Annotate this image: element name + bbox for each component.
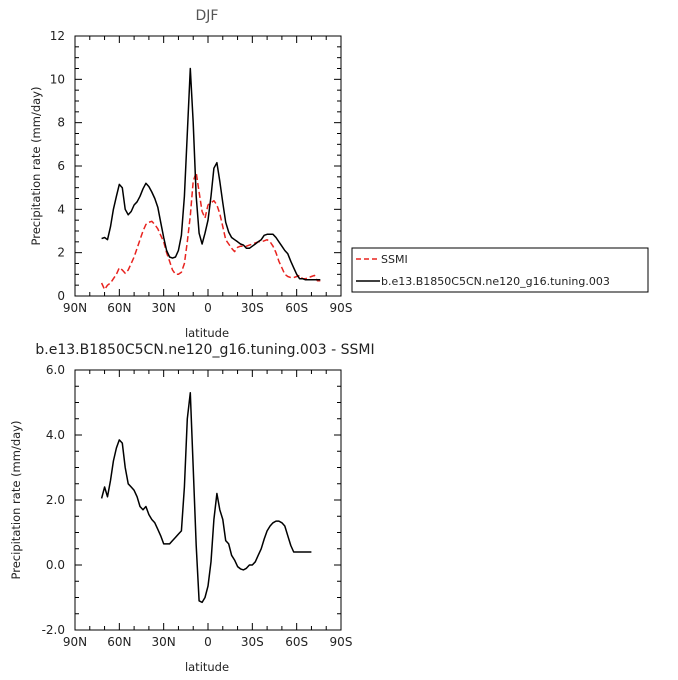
x-tick-label: 60N — [107, 301, 131, 315]
x-tick-label: 30N — [152, 301, 176, 315]
y-tick-label: 8 — [57, 116, 65, 130]
legend-label-ssmi: SSMI — [381, 253, 408, 266]
x-tick-label: 30S — [241, 301, 264, 315]
legend-box — [351, 247, 649, 293]
y-tick-label: 0 — [57, 289, 65, 303]
x-tick-label: 60N — [107, 635, 131, 649]
bottom-panel: b.e13.B1850C5CN.ne120_g16.tuning.003 - S… — [9, 342, 375, 674]
top-panel-title: DJF — [196, 8, 219, 24]
top-panel-xlabel: latitude — [185, 326, 229, 340]
series-line-ssmi — [100, 171, 321, 291]
y-tick-label: 6 — [57, 159, 65, 173]
plot-frame — [74, 35, 342, 297]
x-tick-label: 90S — [330, 635, 353, 649]
y-tick-label: -2.0 — [42, 623, 65, 637]
y-tick-label: 10 — [50, 72, 65, 86]
bottom-panel-title: b.e13.B1850C5CN.ne120_g16.tuning.003 - S… — [35, 342, 374, 358]
bottom-panel-xlabel: latitude — [185, 660, 229, 674]
y-tick-label: 4 — [57, 202, 65, 216]
x-tick-label: 90N — [63, 635, 87, 649]
y-tick-label: 12 — [50, 29, 65, 43]
plot-frame — [74, 369, 342, 631]
top-panel-ylabel: Precipitation rate (mm/day) — [29, 87, 43, 246]
y-tick-label: 6.0 — [46, 363, 65, 377]
x-tick-label: 30S — [241, 635, 264, 649]
x-tick-label: 90S — [330, 301, 353, 315]
legend: SSMI b.e13.B1850C5CN.ne120_g16.tuning.00… — [351, 247, 649, 293]
y-tick-label: 4.0 — [46, 428, 65, 442]
x-tick-label: 30N — [152, 635, 176, 649]
x-tick-label: 60S — [285, 635, 308, 649]
x-tick-label: 0 — [204, 301, 212, 315]
legend-label-model: b.e13.B1850C5CN.ne120_g16.tuning.003 — [381, 275, 610, 288]
series-line-model — [101, 67, 321, 281]
x-tick-label: 60S — [285, 301, 308, 315]
y-tick-label: 0.0 — [46, 558, 65, 572]
bottom-panel-ylabel: Precipitation rate (mm/day) — [9, 421, 23, 580]
y-tick-label: 2 — [57, 246, 65, 260]
series-line-difference — [100, 392, 312, 604]
x-tick-label: 0 — [204, 635, 212, 649]
top-panel: DJF latitude Precipitation rate (mm/day)… — [29, 8, 352, 340]
x-tick-label: 90N — [63, 301, 87, 315]
y-tick-label: 2.0 — [46, 493, 65, 507]
